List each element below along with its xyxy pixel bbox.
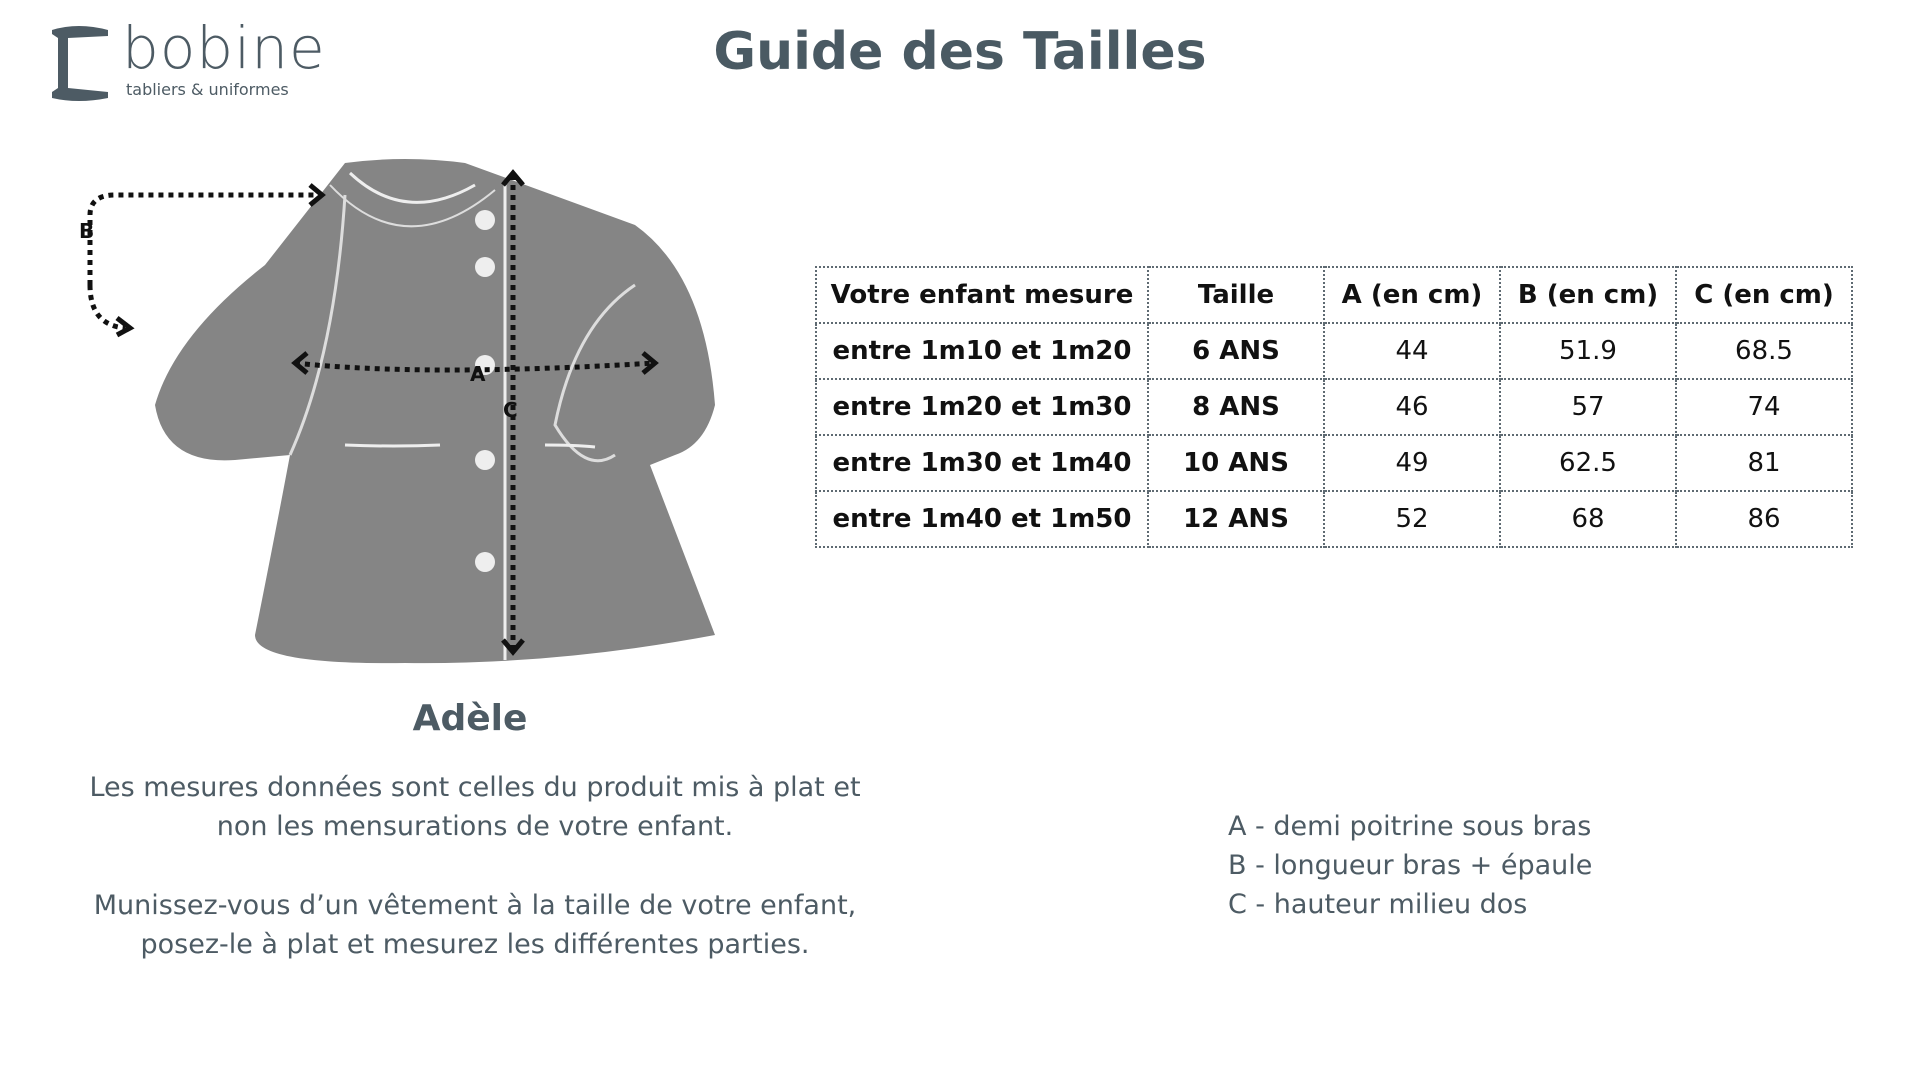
measurement-arrows (87, 175, 656, 650)
header-cell: B (en cm) (1499, 266, 1677, 324)
note-line: posez-le à plat et mesurez les différent… (140, 929, 810, 960)
header-cell: A (en cm) (1323, 266, 1501, 324)
coat-illustration (155, 159, 715, 664)
table-header-row: Votre enfant mesure Taille A (en cm) B (… (815, 266, 1853, 324)
spool-icon (52, 26, 108, 101)
label-b: B (79, 219, 94, 243)
cell-size: 10 ANS (1147, 434, 1325, 492)
legend-item-a: A - demi poitrine sous bras (1228, 811, 1592, 842)
header-cell: C (en cm) (1675, 266, 1853, 324)
size-table: Votre enfant mesure Taille A (en cm) B (… (815, 266, 1853, 548)
cell-size: 8 ANS (1147, 378, 1325, 436)
logo-tagline: tabliers & uniformes (126, 80, 289, 99)
cell-height-range: entre 1m20 et 1m30 (815, 378, 1149, 436)
note-line: Munissez-vous d’un vêtement à la taille … (93, 890, 857, 921)
label-a: A (470, 362, 486, 386)
cell-a: 52 (1323, 490, 1501, 548)
note-paragraph-2: Munissez-vous d’un vêtement à la taille … (40, 886, 910, 964)
header-cell: Votre enfant mesure (815, 266, 1149, 324)
page-title: Guide des Tailles (713, 22, 1207, 82)
table-row: entre 1m40 et 1m50 12 ANS 52 68 86 (815, 490, 1853, 548)
arrow-b (87, 192, 320, 285)
cell-b: 68 (1499, 490, 1677, 548)
cell-height-range: entre 1m30 et 1m40 (815, 434, 1149, 492)
cell-c: 68.5 (1675, 322, 1853, 380)
cell-b: 57 (1499, 378, 1677, 436)
note-line: Les mesures données sont celles du produ… (89, 772, 861, 803)
legend-item-c: C - hauteur milieu dos (1228, 889, 1528, 920)
table-row: entre 1m10 et 1m20 6 ANS 44 51.9 68.5 (815, 322, 1853, 380)
cell-b: 62.5 (1499, 434, 1677, 492)
note-paragraph-1: Les mesures données sont celles du produ… (40, 768, 910, 846)
garment-diagram: B A C (75, 155, 725, 665)
logo-wordmark: bobine (122, 14, 326, 82)
cell-c: 86 (1675, 490, 1853, 548)
header-cell: Taille (1147, 266, 1325, 324)
cell-a: 49 (1323, 434, 1501, 492)
arrow-a (294, 360, 656, 373)
product-name: Adèle (412, 698, 528, 739)
cell-a: 46 (1323, 378, 1501, 436)
cell-height-range: entre 1m10 et 1m20 (815, 322, 1149, 380)
table-row: entre 1m30 et 1m40 10 ANS 49 62.5 81 (815, 434, 1853, 492)
cell-c: 74 (1675, 378, 1853, 436)
note-line: non les mensurations de votre enfant. (216, 811, 734, 842)
cell-size: 6 ANS (1147, 322, 1325, 380)
label-c: C (503, 398, 518, 422)
logo: bobine tabliers & uniformes (48, 14, 325, 101)
cell-size: 12 ANS (1147, 490, 1325, 548)
cell-c: 81 (1675, 434, 1853, 492)
table-row: entre 1m20 et 1m30 8 ANS 46 57 74 (815, 378, 1853, 436)
measurement-legend: A - demi poitrine sous bras B - longueur… (1228, 807, 1592, 924)
cell-a: 44 (1323, 322, 1501, 380)
cell-b: 51.9 (1499, 322, 1677, 380)
cell-height-range: entre 1m40 et 1m50 (815, 490, 1149, 548)
legend-item-b: B - longueur bras + épaule (1228, 850, 1593, 881)
